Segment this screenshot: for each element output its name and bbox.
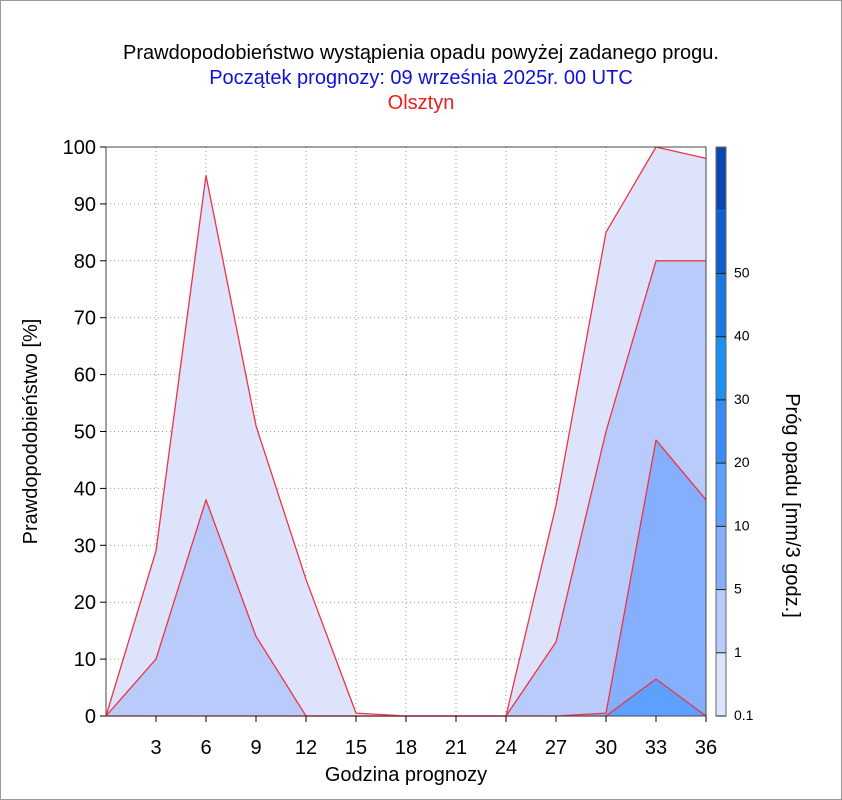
colorbar-segment <box>716 210 726 274</box>
colorbar-tick-label: 40 <box>734 328 750 344</box>
y-tick-label: 70 <box>74 308 96 330</box>
y-tick-label: 60 <box>74 365 96 387</box>
x-tick-label: 24 <box>495 737 517 759</box>
colorbar-segment <box>716 589 726 653</box>
colorbar-tick-label: 20 <box>734 454 750 470</box>
colorbar-label: Próg opadu [mm/3 godz.] <box>781 393 803 618</box>
colorbar-tick-label: 0.1 <box>734 707 754 723</box>
colorbar-tick-label: 5 <box>734 581 742 597</box>
x-tick-label: 36 <box>695 737 717 759</box>
colorbar-segment <box>716 273 726 337</box>
colorbar-segment <box>716 463 726 527</box>
area-threshold-3 <box>106 679 706 716</box>
y-tick-label: 90 <box>74 194 96 216</box>
colorbar-tick-label: 10 <box>734 517 750 533</box>
chart-title: Prawdopodobieństwo wystąpienia opadu pow… <box>123 42 719 64</box>
y-tick-label: 10 <box>74 649 96 671</box>
x-tick-label: 27 <box>545 737 567 759</box>
colorbar-segment <box>716 652 726 716</box>
x-tick-label: 6 <box>200 737 211 759</box>
colorbar-tick-label: 1 <box>734 644 742 660</box>
y-tick-label: 100 <box>63 137 96 159</box>
colorbar-tick-label: 50 <box>734 264 750 280</box>
y-tick-label: 30 <box>74 535 96 557</box>
x-tick-label: 30 <box>595 737 617 759</box>
y-tick-label: 80 <box>74 251 96 273</box>
x-axis-label: Godzina prognozy <box>325 764 487 786</box>
y-tick-label: 20 <box>74 592 96 614</box>
area-fills <box>106 147 706 716</box>
area-threshold-0 <box>106 147 706 716</box>
colorbar-segment <box>716 399 726 464</box>
y-axis-label: Prawdopodobieństwo [%] <box>20 319 42 545</box>
y-tick-label: 40 <box>74 478 96 500</box>
x-tick-label: 21 <box>445 737 467 759</box>
forecast-start-subtitle: Początek prognozy: 09 września 2025r. 00… <box>209 67 633 89</box>
x-tick-label: 18 <box>395 737 417 759</box>
x-tick-label: 9 <box>250 737 261 759</box>
x-tick-label: 12 <box>295 737 317 759</box>
x-tick-label: 15 <box>345 737 367 759</box>
colorbar-segment <box>716 147 726 211</box>
y-tick-label: 0 <box>85 706 96 728</box>
x-tick-label: 3 <box>150 737 161 759</box>
location-label: Olsztyn <box>387 92 455 114</box>
colorbar-segment <box>716 526 726 590</box>
colorbar-tick-label: 30 <box>734 391 750 407</box>
y-tick-label: 50 <box>74 422 96 444</box>
colorbar-segment <box>716 336 726 400</box>
x-tick-label: 33 <box>645 737 667 759</box>
colorbar: 0.1 1 5 10 20 30 40 50 Próg opadu [mm/3 godz.] <box>715 146 803 723</box>
